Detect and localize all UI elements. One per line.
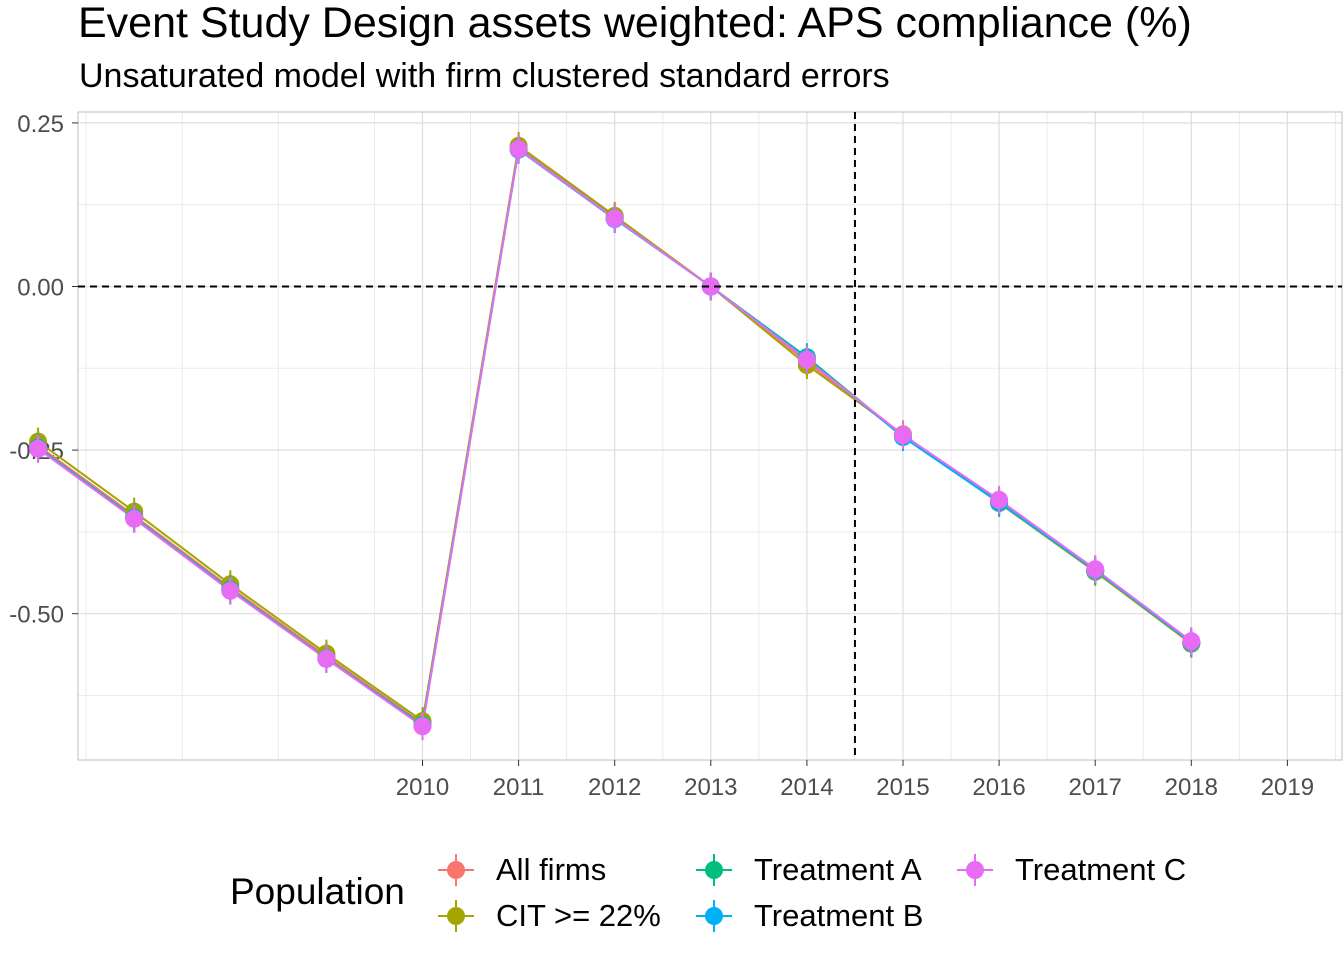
x-tick-label: 2012 — [588, 774, 641, 801]
legend-label: Treatment A — [754, 852, 922, 887]
plot-panel-border — [77, 111, 1343, 761]
y-tick-label: 0.25 — [17, 111, 64, 138]
data-point — [509, 140, 528, 159]
x-tick-label: 2010 — [396, 774, 449, 801]
data-point — [125, 509, 144, 528]
legend-item: Treatment C — [955, 850, 1186, 890]
legend-key — [957, 854, 993, 886]
legend-label: Treatment B — [754, 898, 924, 933]
legend-key — [438, 900, 474, 932]
legend-key — [696, 900, 732, 932]
legend-label: CIT >= 22% — [496, 898, 661, 933]
data-point — [317, 649, 336, 668]
legend-title: Population — [230, 871, 405, 912]
legend-key — [696, 854, 732, 886]
data-point — [894, 426, 912, 445]
y-tick-label: -0.50 — [9, 602, 64, 629]
chart-subtitle: Unsaturated model with firm clustered st… — [79, 57, 890, 95]
x-tick-label: 2015 — [876, 774, 929, 801]
x-tick-label: 2019 — [1261, 774, 1314, 801]
y-tick-label: 0.00 — [17, 275, 64, 302]
data-point — [701, 277, 720, 296]
x-tick-label: 2016 — [972, 774, 1025, 801]
chart-title: Event Study Design assets weighted: APS … — [78, 0, 1192, 47]
x-tick-label: 2018 — [1165, 774, 1218, 801]
data-point — [605, 209, 624, 228]
data-point — [990, 490, 1009, 509]
x-tick-label: 2017 — [1069, 774, 1122, 801]
data-point — [413, 717, 432, 736]
data-point — [29, 439, 48, 458]
data-point — [1182, 632, 1201, 651]
data-point — [797, 350, 816, 369]
legend-item: CIT >= 22% — [436, 896, 661, 936]
legend-label: All firms — [496, 852, 607, 887]
legend-key — [438, 854, 474, 886]
legend-label: Treatment C — [1015, 852, 1187, 887]
data-point — [1086, 560, 1105, 579]
x-tick-label: 2013 — [684, 774, 737, 801]
x-tick-label: 2014 — [780, 774, 833, 801]
x-tick-label: 2011 — [493, 774, 545, 801]
legend-item: Treatment A — [694, 850, 922, 890]
data-point — [221, 581, 240, 600]
legend-item: Treatment B — [694, 896, 923, 936]
legend-item: All firms — [436, 850, 606, 890]
